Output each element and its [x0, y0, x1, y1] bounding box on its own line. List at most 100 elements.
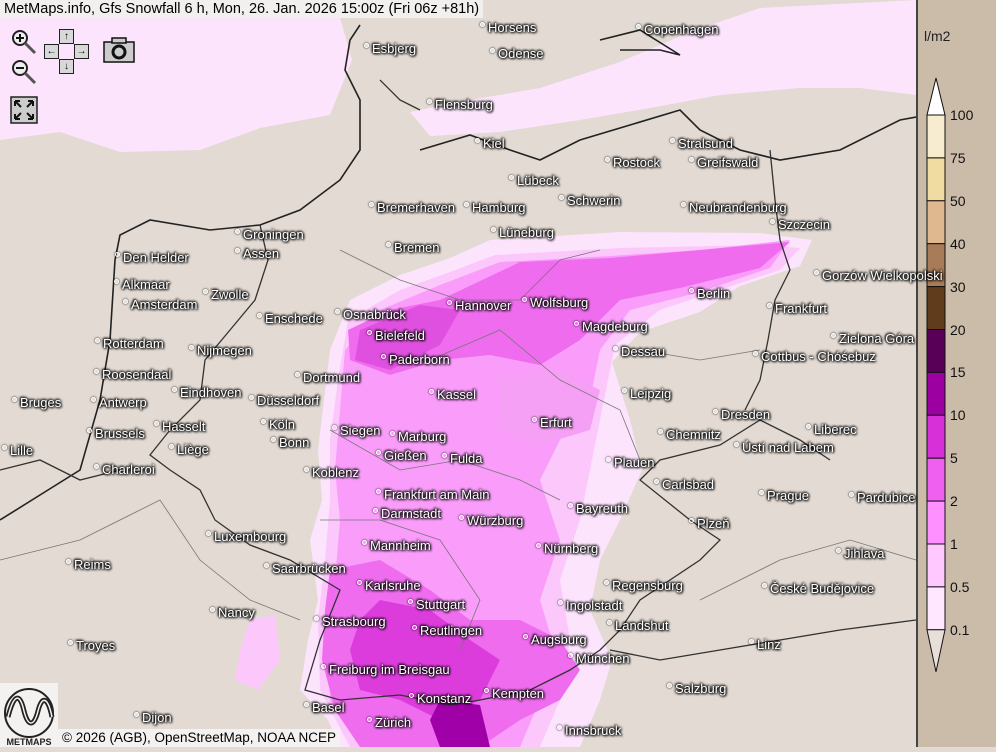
legend-label: 50 — [950, 192, 966, 209]
city-label: Den Helder — [115, 250, 189, 265]
city-name: Mannheim — [370, 538, 431, 553]
city-dot-icon — [154, 421, 159, 426]
city-dot-icon — [522, 297, 527, 302]
city-label: Magdeburg — [574, 319, 648, 334]
city-label: Alkmaar — [114, 277, 170, 292]
city-dot-icon — [814, 270, 819, 275]
city-label: Strasbourg — [314, 614, 386, 629]
city-name: Esbjerg — [372, 41, 417, 56]
city-dot-icon — [332, 425, 337, 430]
city-dot-icon — [484, 688, 489, 693]
city-dot-icon — [386, 242, 391, 247]
city-label: Nancy — [210, 605, 255, 620]
city-name: Bayreuth — [576, 501, 629, 516]
city-dot-icon — [123, 299, 128, 304]
city-dot-icon — [94, 369, 99, 374]
city-label: Liberec — [806, 422, 857, 437]
city-name: Kempten — [492, 686, 545, 701]
snow-area-baltic — [410, 0, 916, 136]
city-dot-icon — [636, 24, 641, 29]
city-label: Hannover — [447, 298, 511, 313]
fullscreen-button[interactable] — [10, 96, 38, 129]
city-label: Szczecin — [770, 217, 830, 232]
city-dot-icon — [261, 419, 266, 424]
city-name: Stralsund — [678, 136, 733, 151]
city-dot-icon — [235, 248, 240, 253]
city-name: Liège — [177, 442, 209, 457]
city-dot-icon — [271, 437, 276, 442]
city-label: Plauen — [606, 455, 654, 470]
city-label: Mannheim — [362, 538, 431, 553]
city-dot-icon — [169, 444, 174, 449]
city-name: Szczecin — [778, 217, 831, 232]
city-dot-icon — [376, 450, 381, 455]
legend-label: 0.5 — [950, 578, 970, 595]
snow-area-5b — [355, 305, 460, 370]
pan-right-button[interactable]: → — [74, 44, 89, 59]
screenshot-button[interactable] — [103, 36, 135, 69]
city-name: Gorzów Wielkopolski — [822, 268, 943, 283]
city-dot-icon — [480, 22, 485, 27]
region-borders — [0, 249, 916, 651]
city-label: Osnabrück — [335, 307, 406, 322]
city-label: Saarbrücken — [264, 561, 346, 576]
city-label: Erfurt — [532, 415, 572, 430]
fullscreen-icon — [10, 96, 38, 124]
city-dot-icon — [367, 717, 372, 722]
city-label: Esbjerg — [364, 41, 416, 56]
snow-area-vosges — [235, 615, 280, 690]
city-name: Groningen — [243, 227, 304, 242]
snow-area-2 — [348, 242, 790, 375]
city-name: Darmstadt — [381, 506, 441, 521]
pan-up-button[interactable]: ↑ — [59, 29, 74, 44]
legend-swatch — [926, 371, 946, 416]
city-label: Rotterdam — [95, 336, 164, 351]
city-name: Innsbruck — [565, 723, 622, 738]
city-name: Salzburg — [675, 681, 727, 696]
city-dot-icon — [770, 219, 775, 224]
city-name: Prague — [767, 488, 809, 503]
city-name: Augsburg — [531, 632, 587, 647]
city-dot-icon — [381, 354, 386, 359]
city-label: Karlsruhe — [357, 578, 421, 593]
city-label: Rostock — [605, 155, 660, 170]
copyright-notice: © 2026 (AGB), OpenStreetMap, NOAA NCEP — [58, 729, 341, 747]
city-name: Nancy — [218, 605, 255, 620]
city-name: Cottbus - Chóśebuz — [761, 349, 876, 364]
city-label: Reutlingen — [412, 623, 482, 638]
city-label: Stralsund — [670, 136, 733, 151]
zoom-out-button[interactable] — [10, 58, 38, 91]
legend-label: 15 — [950, 364, 966, 381]
city-name: Zwolle — [211, 287, 249, 302]
city-dot-icon — [658, 429, 663, 434]
zoom-in-button[interactable] — [10, 28, 38, 61]
city-name: Chemnitz — [666, 427, 721, 442]
metmaps-logo[interactable]: METMAPS — [0, 683, 58, 747]
city-label: Düsseldorf — [249, 393, 319, 408]
city-name: Charleroi — [102, 462, 155, 477]
city-label: Kiel — [475, 136, 505, 151]
city-label: Gießen — [376, 448, 427, 463]
city-label: Frankfurt am Main — [376, 487, 489, 502]
legend-label: 30 — [950, 278, 966, 295]
city-name: Gießen — [384, 448, 427, 463]
legend-label: 2 — [950, 493, 958, 510]
city-dot-icon — [364, 43, 369, 48]
snowfall-map[interactable]: Horsens Copenhagen Esbjerg Odense Flensburg K… — [0, 0, 943, 747]
city-name: Basel — [312, 700, 345, 715]
pan-left-button[interactable]: ← — [44, 44, 59, 59]
city-name: Bremen — [394, 240, 440, 255]
city-name: Wolfsburg — [530, 295, 589, 310]
city-label: Leipzig — [622, 386, 671, 401]
city-dot-icon — [607, 620, 612, 625]
pan-down-button[interactable]: ↓ — [59, 59, 74, 74]
city-dot-icon — [689, 518, 694, 523]
city-label: Plzeň — [689, 516, 730, 531]
city-label: Groningen — [235, 227, 304, 242]
city-label: Hasselt — [154, 419, 205, 434]
city-name: Dessau — [621, 344, 666, 359]
city-label: Enschede — [257, 311, 323, 326]
city-name: Eindhoven — [180, 385, 242, 400]
city-label: Amsterdam — [123, 297, 197, 312]
city-label: Odense — [490, 46, 544, 61]
